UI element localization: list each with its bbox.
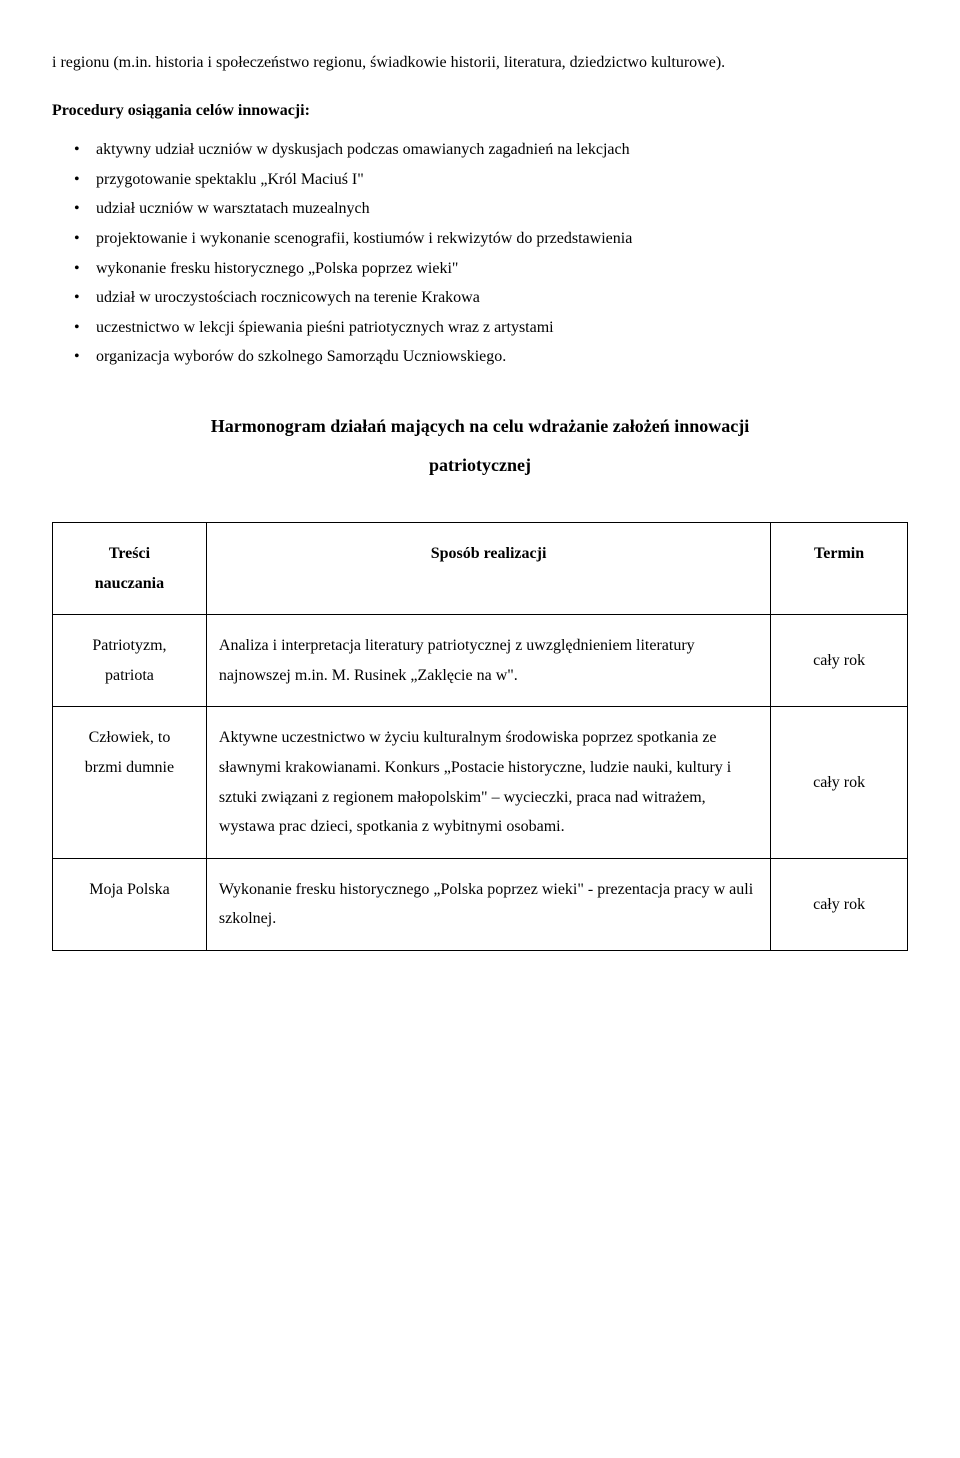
intro-paragraph: i regionu (m.in. historia i społeczeństw… [52, 48, 908, 78]
cell-sposob: Aktywne uczestnictwo w życiu kulturalnym… [206, 707, 770, 858]
table-row: Patriotyzm, patriota Analiza i interpret… [53, 615, 908, 707]
table-header-row: Treści nauczania Sposób realizacji Termi… [53, 523, 908, 615]
cell-termin: cały rok [771, 858, 908, 950]
list-item: aktywny udział uczniów w dyskusjach podc… [52, 135, 908, 165]
list-item: uczestnictwo w lekcji śpiewania pieśni p… [52, 313, 908, 343]
list-item: organizacja wyborów do szkolnego Samorzą… [52, 342, 908, 372]
header-sposob: Sposób realizacji [206, 523, 770, 615]
procedure-list: aktywny udział uczniów w dyskusjach podc… [52, 135, 908, 372]
cell-tresci: Patriotyzm, patriota [53, 615, 207, 707]
table-row: Moja Polska Wykonanie fresku historyczne… [53, 858, 908, 950]
section-title: Procedury osiągania celów innowacji: [52, 96, 908, 126]
cell-sposob: Analiza i interpretacja literatury patri… [206, 615, 770, 707]
table-heading-line2: patriotycznej [52, 449, 908, 482]
header-tresci: Treści nauczania [53, 523, 207, 615]
list-item: udział uczniów w warsztatach muzealnych [52, 194, 908, 224]
list-item: projektowanie i wykonanie scenografii, k… [52, 224, 908, 254]
schedule-table: Treści nauczania Sposób realizacji Termi… [52, 522, 908, 951]
table-heading-line1: Harmonogram działań mających na celu wdr… [52, 412, 908, 441]
cell-tresci: Moja Polska [53, 858, 207, 950]
cell-tresci: Człowiek, to brzmi dumnie [53, 707, 207, 858]
table-row: Człowiek, to brzmi dumnie Aktywne uczest… [53, 707, 908, 858]
cell-sposob: Wykonanie fresku historycznego „Polska p… [206, 858, 770, 950]
header-termin: Termin [771, 523, 908, 615]
list-item: przygotowanie spektaklu „Król Maciuś I" [52, 165, 908, 195]
cell-termin: cały rok [771, 615, 908, 707]
list-item: wykonanie fresku historycznego „Polska p… [52, 254, 908, 284]
cell-termin: cały rok [771, 707, 908, 858]
list-item: udział w uroczystościach rocznicowych na… [52, 283, 908, 313]
